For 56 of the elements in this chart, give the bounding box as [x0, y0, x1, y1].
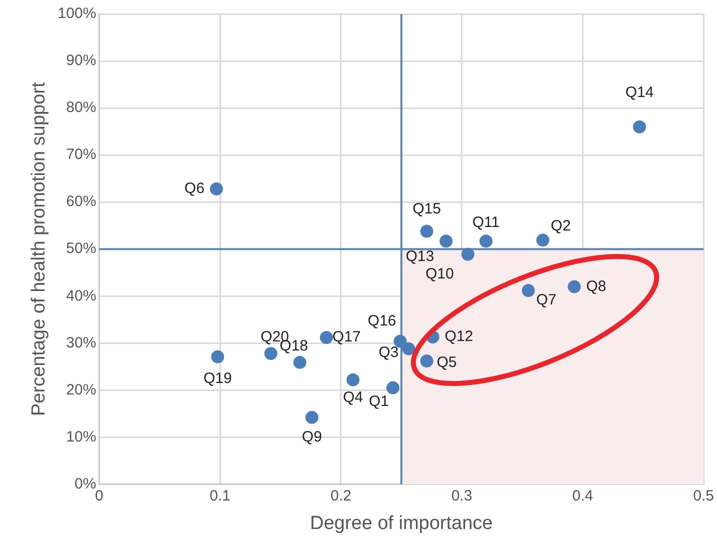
y-axis-title: Percentage of health promotion support [28, 82, 50, 416]
x-tick-label: 0 [94, 487, 104, 504]
point [293, 356, 306, 369]
annotation: Q3 [378, 344, 399, 361]
y-tick-label: 30% [66, 334, 96, 352]
annotation: Q19 [203, 370, 232, 387]
point [394, 334, 407, 348]
annotation: Q11 [472, 214, 500, 232]
annotation: Q7 [536, 292, 556, 309]
point [633, 120, 646, 134]
annotation: Q12 [444, 328, 474, 346]
annotation: Q16 [368, 312, 396, 330]
point [210, 182, 223, 196]
point [440, 234, 453, 248]
annotation: Q5 [436, 354, 457, 372]
point [522, 284, 535, 297]
point [402, 342, 416, 356]
x-tick-label: 0.2 [330, 487, 352, 504]
annotation: Q9 [302, 428, 322, 446]
annotation: Q2 [550, 217, 571, 234]
x-axis-title: Degree of importance [310, 512, 493, 534]
y-tick-label: 0% [74, 475, 96, 492]
y-tick-label: 70% [66, 146, 96, 164]
point [479, 234, 492, 248]
point [536, 234, 550, 247]
annotation: Q14 [625, 84, 654, 101]
y-tick-label: 10% [66, 428, 96, 446]
annotation: Q15 [412, 200, 441, 218]
point [320, 331, 333, 344]
point [386, 381, 400, 394]
annotation: Q6 [184, 180, 204, 198]
point [568, 280, 581, 294]
y-tick-label: 20% [66, 381, 96, 398]
y-tick-label: 90% [66, 52, 96, 70]
point [264, 346, 278, 360]
point [461, 248, 474, 261]
y-tick-label: 60% [66, 193, 96, 210]
x-tick-label: 0.4 [572, 487, 594, 504]
annotation: Q17 [332, 328, 361, 346]
annotation: Q13 [406, 248, 434, 266]
annotation: Q10 [425, 265, 454, 282]
y-tick-label: 80% [66, 99, 96, 116]
point [420, 224, 434, 238]
x-tick-label: 0.1 [210, 487, 230, 504]
point [346, 373, 360, 386]
point [211, 350, 224, 364]
annotation: Q4 [343, 388, 364, 406]
annotation: Q8 [586, 278, 606, 295]
y-tick-label: 100% [58, 5, 96, 22]
x-tick-label: 0.3 [451, 487, 472, 504]
x-tick-label: 0.5 [693, 487, 714, 504]
point [305, 410, 318, 424]
y-tick-label: 50% [66, 240, 96, 258]
y-tick-label: 40% [66, 287, 96, 304]
point [420, 354, 434, 368]
annotation: Q1 [368, 392, 389, 410]
